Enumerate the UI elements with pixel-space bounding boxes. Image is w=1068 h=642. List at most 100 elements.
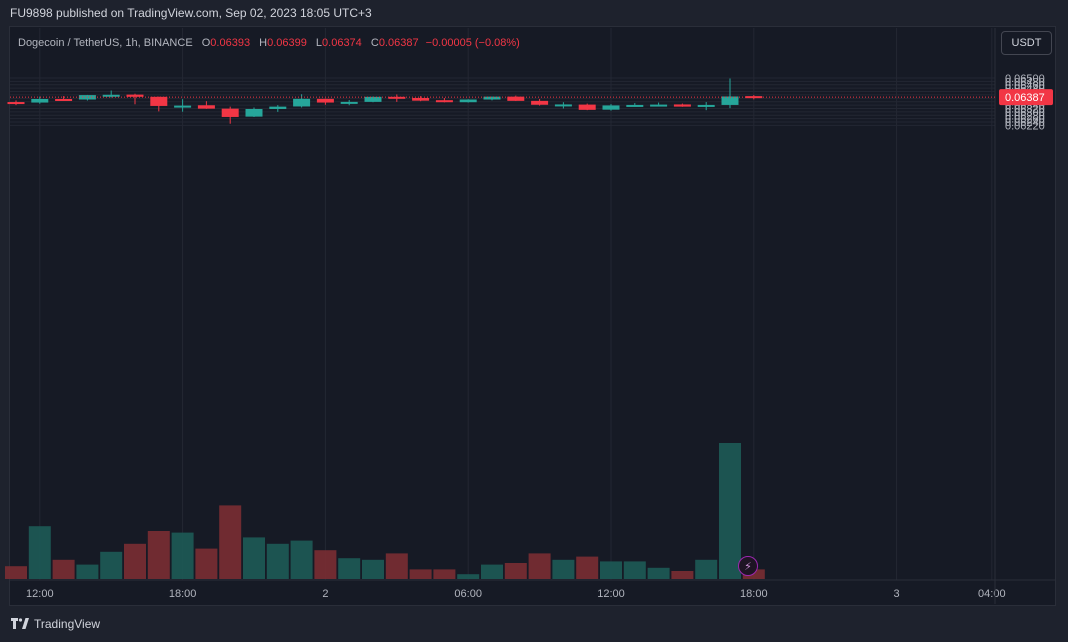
volume-bar xyxy=(481,564,503,579)
volume-bar xyxy=(124,543,146,579)
x-tick-label: 3 xyxy=(894,588,900,600)
chart-frame[interactable] xyxy=(9,26,1056,606)
y-tick-label: 0.06320 xyxy=(1005,103,1045,115)
candle-body xyxy=(626,104,644,107)
volume-bar xyxy=(600,561,622,579)
x-tick-label: 12:00 xyxy=(26,588,54,600)
candle-body xyxy=(697,104,715,107)
volume-bar xyxy=(5,566,27,579)
volume-bar xyxy=(171,532,194,579)
brand-name[interactable]: TradingView xyxy=(34,617,101,631)
high-label: H xyxy=(259,37,268,49)
x-tick-label: 12:00 xyxy=(597,588,625,600)
x-tick-label: 2 xyxy=(322,588,328,600)
y-tick-label: 0.06220 xyxy=(1005,120,1045,132)
candle-body xyxy=(578,104,596,110)
candle-body xyxy=(483,96,501,100)
last-price-badge xyxy=(999,89,1053,106)
ohlc-legend: Dogecoin / TetherUS, 1h, BINANCE O0.0639… xyxy=(18,37,520,49)
candle-body xyxy=(745,96,763,99)
volume-bar xyxy=(671,571,694,579)
volume-bar xyxy=(76,564,99,579)
close-label: C xyxy=(370,37,379,49)
candle-body xyxy=(507,96,525,101)
candle-body xyxy=(55,98,73,101)
candle-body xyxy=(7,102,25,105)
symbol-label[interactable]: Dogecoin / TetherUS, 1h, BINANCE xyxy=(18,37,193,49)
candle-body xyxy=(673,104,691,107)
volume-bar xyxy=(742,569,765,579)
y-tick-label: 0.06460 xyxy=(1005,80,1045,92)
volume-bar xyxy=(552,559,575,579)
y-tick-label: 0.06260 xyxy=(1005,114,1045,126)
open-label: O xyxy=(201,37,211,49)
candle-body xyxy=(388,96,406,99)
y-tick-label: 0.06280 xyxy=(1005,110,1045,122)
candle-body xyxy=(197,105,215,109)
candle-body xyxy=(364,96,382,102)
candle-body xyxy=(150,96,168,106)
candle-body xyxy=(602,105,620,110)
volume-bar xyxy=(219,505,242,579)
volume-bar xyxy=(528,553,551,579)
change-value: −0.00005 (−0.08%) xyxy=(425,37,520,49)
candle-body xyxy=(78,95,96,100)
footer: TradingView xyxy=(11,617,100,631)
candle-body xyxy=(269,106,287,109)
candle-body xyxy=(221,108,239,117)
volume-bar xyxy=(695,559,718,579)
volume-bar xyxy=(504,563,527,579)
volume-bar xyxy=(100,551,123,579)
currency-button[interactable]: USDT xyxy=(1001,31,1052,55)
volume-bar xyxy=(243,537,265,579)
y-tick-label: 0.06480 xyxy=(1005,76,1045,88)
y-tick-label: 0.06500 xyxy=(1005,73,1045,85)
candle-body xyxy=(554,104,572,107)
volume-bar xyxy=(385,553,408,579)
volume-bar xyxy=(433,569,456,579)
tradingview-logo-icon xyxy=(11,618,29,629)
y-tick-label: 0.06240 xyxy=(1005,117,1045,129)
x-tick-label: 18:00 xyxy=(740,588,768,600)
volume-bar xyxy=(266,543,289,579)
volume-bar xyxy=(338,558,361,579)
volume-bar xyxy=(409,569,432,579)
volume-bar xyxy=(28,526,51,579)
volume-bar xyxy=(147,531,170,579)
candle-body xyxy=(126,94,144,97)
candle-body xyxy=(174,105,192,108)
publish-info: FU9898 published on TradingView.com, Sep… xyxy=(10,6,372,20)
volume-bar xyxy=(52,559,75,579)
high-value: 0.06399 xyxy=(267,37,307,49)
volume-bar xyxy=(719,443,741,579)
volume-bar xyxy=(290,540,313,579)
candle-body xyxy=(531,100,549,105)
candle-body xyxy=(340,101,358,104)
volume-bar xyxy=(647,567,670,579)
candle-body xyxy=(245,108,263,117)
y-tick-label: 0.06300 xyxy=(1005,107,1045,119)
candle-body xyxy=(721,96,739,105)
volume-bar xyxy=(362,559,384,579)
low-label: L xyxy=(315,37,323,49)
volume-bar xyxy=(623,561,646,579)
x-tick-label: 04:00 xyxy=(978,588,1006,600)
candle-body xyxy=(102,94,120,97)
candle-body xyxy=(412,97,430,101)
candle-body xyxy=(316,98,334,103)
last-price-label: 0.06387 xyxy=(1005,92,1045,104)
candle-body xyxy=(31,98,49,103)
lightning-icon[interactable]: ⚡ xyxy=(738,556,758,576)
x-tick-label: 18:00 xyxy=(169,588,197,600)
volume-bar xyxy=(195,548,218,579)
volume-bar xyxy=(576,556,599,579)
candle-body xyxy=(650,104,668,107)
close-value: 0.06387 xyxy=(378,37,419,49)
volume-bar xyxy=(457,574,480,579)
open-value: 0.06393 xyxy=(210,37,251,49)
candle-body xyxy=(435,100,453,103)
volume-bar xyxy=(314,550,337,579)
candle-body xyxy=(459,99,477,103)
low-value: 0.06374 xyxy=(322,37,362,49)
